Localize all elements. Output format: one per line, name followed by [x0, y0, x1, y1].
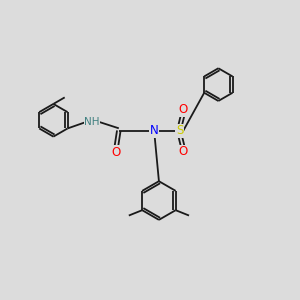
Text: O: O [111, 146, 120, 159]
Text: NH: NH [84, 117, 100, 127]
Text: O: O [178, 145, 187, 158]
Text: O: O [178, 103, 187, 116]
Text: S: S [176, 124, 183, 137]
Text: N: N [150, 124, 159, 137]
